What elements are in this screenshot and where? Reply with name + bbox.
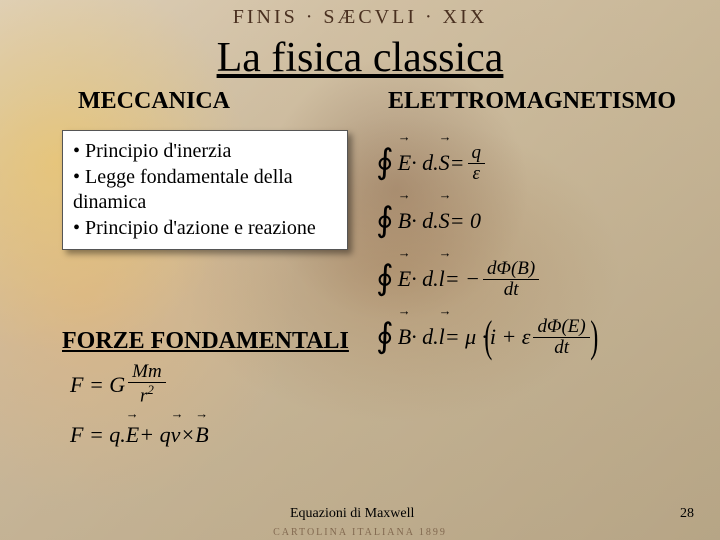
oint-4: ∮: [376, 293, 394, 381]
eq3-num: dΦ(B): [483, 259, 539, 280]
vec-B: B: [195, 418, 208, 451]
eq1-den: ε: [469, 164, 485, 184]
eq4-B: B: [398, 308, 411, 365]
eq1-dot: · d.: [411, 134, 439, 191]
bullet-inerzia: • Principio d'inerzia: [73, 139, 337, 165]
eq2-dot: · d.: [411, 192, 439, 249]
eq4-num: dΦ(E): [533, 317, 589, 338]
maxwell-equations: ∮ E · d.S = qε ∮ B · d.S = 0 ∮ E · d.l =…: [376, 134, 595, 366]
lorentz-lhs: F = q.: [70, 418, 126, 451]
principles-box: • Principio d'inerzia • Legge fondamenta…: [62, 130, 348, 250]
forze-formulas: F = G Mm r2 F = q.E + qv × B: [70, 362, 209, 451]
eq1-num: q: [468, 143, 486, 164]
page-number: 28: [680, 506, 694, 522]
page-title: La fisica classica: [0, 34, 720, 82]
heading-forze: FORZE FONDAMENTALI: [62, 328, 349, 355]
lorentz-formula: F = q.E + qv × B: [70, 418, 209, 451]
gravity-lhs: F = G: [70, 368, 125, 401]
maxwell-eq-4: ∮ B · d.l = μ · ( i + ε dΦ(E)dt ): [376, 308, 595, 366]
lorentz-plus: + q: [139, 418, 170, 451]
vec-v: v: [171, 418, 181, 451]
bullet-reazione: • Principio d'azione e reazione: [73, 216, 337, 242]
gravity-den: r2: [136, 383, 158, 406]
gravity-num: Mm: [128, 362, 166, 383]
eq1-eq: =: [450, 134, 465, 191]
gravity-den-exp: 2: [147, 382, 154, 397]
lparen: (: [484, 280, 492, 394]
eq3-dot: · d.: [411, 250, 439, 307]
heading-elettromagnetismo: ELETTROMAGNETISMO: [388, 88, 676, 115]
bullet-dinamica: • Legge fondamentale della dinamica: [73, 165, 337, 216]
eq4-den: dt: [550, 338, 573, 358]
eq4-i-eps: i + ε: [490, 308, 531, 365]
gravity-formula: F = G Mm r2: [70, 362, 209, 406]
vec-E: E: [126, 418, 139, 451]
postcard-note: CARTOLINA ITALIANA 1899: [0, 527, 720, 538]
eq4-l: l: [439, 308, 445, 365]
footer-caption: Equazioni di Maxwell: [290, 506, 414, 522]
eq2-rhs: = 0: [450, 192, 481, 249]
heading-meccanica: MECCANICA: [78, 88, 230, 115]
top-banner: FINIS · SÆCVLI · XIX: [0, 6, 720, 29]
rparen: ): [590, 280, 598, 394]
eq3-den: dt: [500, 280, 523, 300]
eq4-dot: · d.: [411, 308, 439, 365]
